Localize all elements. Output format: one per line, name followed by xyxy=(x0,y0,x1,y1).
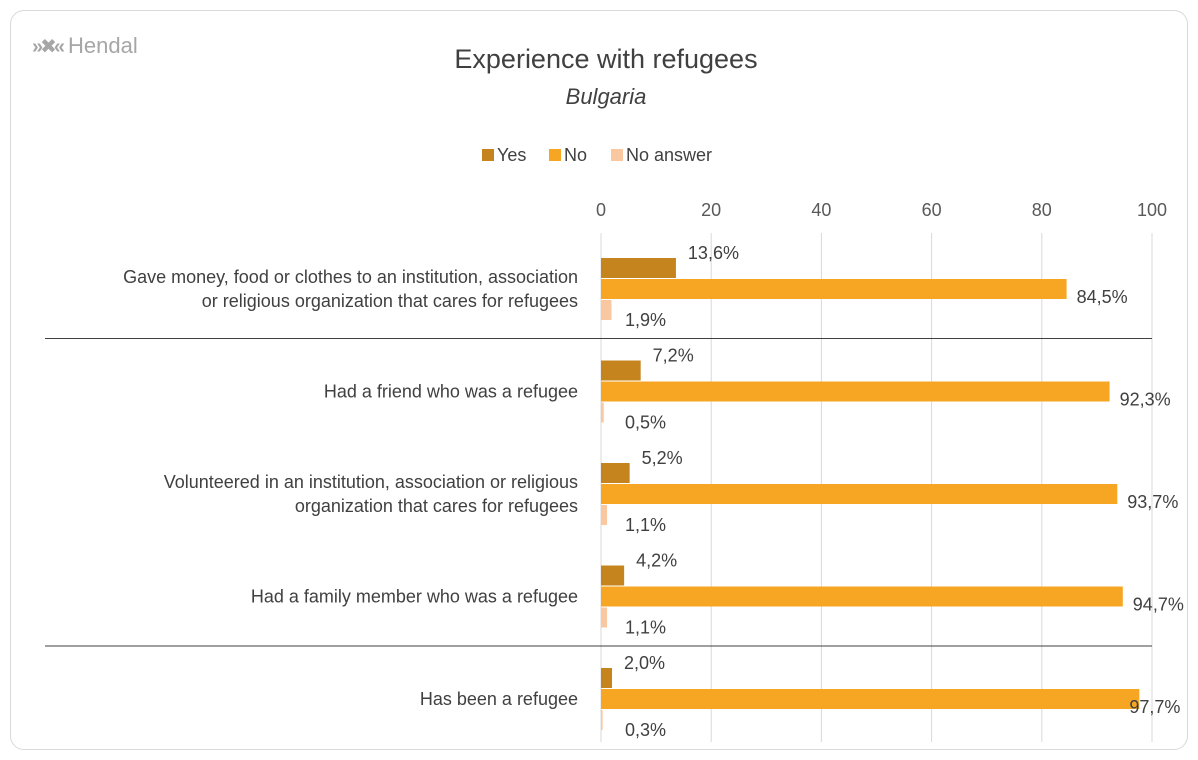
category-labels: Gave money, food or clothes to an instit… xyxy=(123,267,578,709)
value-label-no-answer-0: 1,9% xyxy=(625,310,666,330)
x-tick-0: 0 xyxy=(596,200,606,220)
x-tick-40: 40 xyxy=(811,200,831,220)
category-label-3-0: Had a family member who was a refugee xyxy=(251,587,578,607)
chart-frame xyxy=(10,10,1188,750)
x-tick-100: 100 xyxy=(1137,200,1167,220)
legend-label-1: No xyxy=(564,145,587,165)
chart-title: Experience with refugees xyxy=(454,44,757,74)
legend-swatch-0 xyxy=(482,149,494,161)
value-label-no-answer-2: 1,1% xyxy=(625,515,666,535)
bar-yes-4 xyxy=(601,668,613,688)
x-axis-ticks: 0 20 40 60 80 100 xyxy=(596,200,1167,220)
bar-no-answer-3 xyxy=(601,607,608,628)
bar-yes-0 xyxy=(601,258,676,278)
bar-yes-3 xyxy=(601,565,625,586)
legend-label-2: No answer xyxy=(626,145,712,165)
value-label-yes-0: 13,6% xyxy=(688,243,739,263)
hendal-chevrons-icon: »✖« xyxy=(32,35,65,58)
bar-no-1 xyxy=(601,381,1110,402)
data-labels: 13,6% 84,5% 1,9% 7,2% 92,3% 0,5% 5,2% 93,7% 1,1%… xyxy=(624,243,1184,740)
brand-name: Hendal xyxy=(68,33,138,58)
category-label-0-1: or religious organization that cares for… xyxy=(202,291,578,311)
bar-no-answer-0 xyxy=(601,300,612,320)
category-label-2-1: organization that cares for refugees xyxy=(295,496,578,516)
group-separators xyxy=(45,338,1152,647)
legend-swatch-1 xyxy=(549,149,561,161)
category-label-2-0: Volunteered in an institution, associati… xyxy=(164,472,578,492)
bar-no-answer-4 xyxy=(601,710,603,730)
x-tick-80: 80 xyxy=(1032,200,1052,220)
category-label-1-0: Had a friend who was a refugee xyxy=(324,382,578,402)
value-label-yes-3: 4,2% xyxy=(636,551,677,571)
brand-logo: »✖« Hendal xyxy=(32,33,138,59)
value-label-yes-1: 7,2% xyxy=(653,346,694,366)
bars xyxy=(601,258,1140,730)
value-label-no-2: 93,7% xyxy=(1127,492,1178,512)
bar-no-3 xyxy=(601,586,1123,607)
x-tick-20: 20 xyxy=(701,200,721,220)
bar-no-4 xyxy=(601,689,1140,709)
value-label-no-3: 94,7% xyxy=(1133,595,1184,615)
category-label-0-0: Gave money, food or clothes to an instit… xyxy=(123,267,578,287)
chart-subtitle: Bulgaria xyxy=(566,84,647,109)
x-tick-60: 60 xyxy=(922,200,942,220)
value-label-no-1: 92,3% xyxy=(1120,390,1171,410)
value-label-yes-2: 5,2% xyxy=(642,448,683,468)
legend: Yes No No answer xyxy=(482,145,712,165)
value-label-no-4: 97,7% xyxy=(1129,697,1180,717)
legend-swatch-2 xyxy=(611,149,623,161)
legend-label-0: Yes xyxy=(497,145,526,165)
bar-no-answer-2 xyxy=(601,505,608,525)
value-label-yes-4: 2,0% xyxy=(624,653,665,673)
bar-yes-2 xyxy=(601,463,630,483)
bar-no-answer-1 xyxy=(601,402,604,423)
category-label-4-0: Has been a refugee xyxy=(420,689,578,709)
value-label-no-0: 84,5% xyxy=(1077,287,1128,307)
value-label-no-answer-4: 0,3% xyxy=(625,720,666,740)
bar-no-0 xyxy=(601,279,1067,299)
bar-no-2 xyxy=(601,484,1118,504)
value-label-no-answer-1: 0,5% xyxy=(625,413,666,433)
value-label-no-answer-3: 1,1% xyxy=(625,618,666,638)
bar-yes-1 xyxy=(601,360,641,381)
